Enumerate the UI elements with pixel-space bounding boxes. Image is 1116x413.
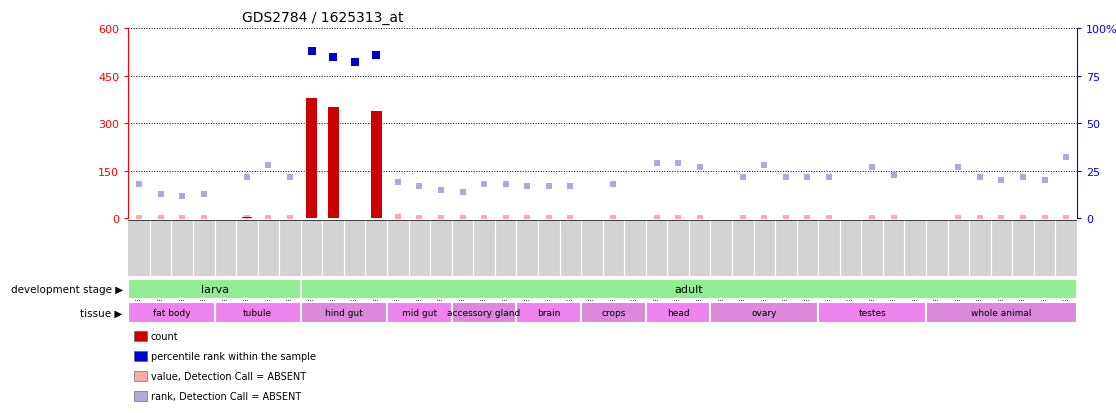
Bar — [559, 221, 581, 277]
Bar — [430, 221, 452, 277]
Text: larva: larva — [201, 284, 229, 294]
Text: ovary: ovary — [751, 309, 777, 317]
Bar — [1056, 221, 1077, 277]
Bar — [517, 303, 581, 323]
Text: hind gut: hind gut — [325, 309, 363, 317]
Bar — [862, 221, 883, 277]
Text: head: head — [666, 309, 690, 317]
Bar — [646, 303, 711, 323]
Bar — [646, 221, 667, 277]
Text: brain: brain — [537, 309, 560, 317]
Bar — [279, 221, 301, 277]
Bar — [371, 111, 382, 219]
Bar — [494, 221, 517, 277]
Bar — [839, 221, 862, 277]
Bar — [711, 221, 732, 277]
Bar — [969, 221, 991, 277]
Bar — [214, 221, 237, 277]
Bar — [150, 221, 172, 277]
Bar — [538, 221, 559, 277]
Bar — [776, 221, 797, 277]
Bar — [926, 221, 947, 277]
Text: adult: adult — [674, 284, 703, 294]
Text: mid gut: mid gut — [402, 309, 437, 317]
Bar — [241, 217, 252, 219]
Text: accessory gland: accessory gland — [448, 309, 521, 317]
Text: development stage ▶: development stage ▶ — [10, 284, 123, 294]
Bar — [947, 221, 969, 277]
Bar — [926, 303, 1077, 323]
Text: rank, Detection Call = ABSENT: rank, Detection Call = ABSENT — [151, 391, 301, 401]
Text: testes: testes — [858, 309, 886, 317]
Bar — [732, 221, 753, 277]
Bar — [667, 221, 689, 277]
Bar — [818, 303, 926, 323]
Bar — [408, 221, 430, 277]
Text: whole animal: whole animal — [971, 309, 1031, 317]
Bar — [797, 221, 818, 277]
Bar — [904, 221, 926, 277]
Bar — [172, 221, 193, 277]
Bar — [883, 221, 904, 277]
Bar — [387, 221, 408, 277]
Bar — [387, 303, 452, 323]
Text: value, Detection Call = ABSENT: value, Detection Call = ABSENT — [151, 371, 306, 381]
Bar — [301, 279, 1077, 299]
Bar — [258, 221, 279, 277]
Bar — [301, 303, 387, 323]
Text: GDS2784 / 1625313_at: GDS2784 / 1625313_at — [242, 11, 404, 25]
Bar — [328, 108, 338, 219]
Bar — [366, 221, 387, 277]
Bar — [603, 221, 624, 277]
Bar — [818, 221, 839, 277]
Text: tubule: tubule — [243, 309, 272, 317]
Bar — [517, 221, 538, 277]
Bar — [301, 221, 323, 277]
Bar — [344, 221, 366, 277]
Bar — [1033, 221, 1056, 277]
Bar — [306, 99, 317, 219]
Bar — [991, 221, 1012, 277]
Text: tissue ▶: tissue ▶ — [80, 308, 123, 318]
Bar — [452, 221, 473, 277]
Bar — [473, 221, 494, 277]
Bar — [128, 303, 214, 323]
Bar — [193, 221, 214, 277]
Bar — [581, 221, 603, 277]
Text: fat body: fat body — [153, 309, 190, 317]
Bar — [237, 221, 258, 277]
Bar — [1012, 221, 1033, 277]
Bar — [689, 221, 711, 277]
Text: count: count — [151, 331, 179, 341]
Text: crops: crops — [602, 309, 626, 317]
Bar — [581, 303, 646, 323]
Bar — [624, 221, 646, 277]
Bar — [214, 303, 301, 323]
Bar — [753, 221, 776, 277]
Bar — [128, 221, 150, 277]
Text: percentile rank within the sample: percentile rank within the sample — [151, 351, 316, 361]
Bar — [711, 303, 818, 323]
Bar — [323, 221, 344, 277]
Bar — [452, 303, 517, 323]
Bar — [128, 279, 301, 299]
